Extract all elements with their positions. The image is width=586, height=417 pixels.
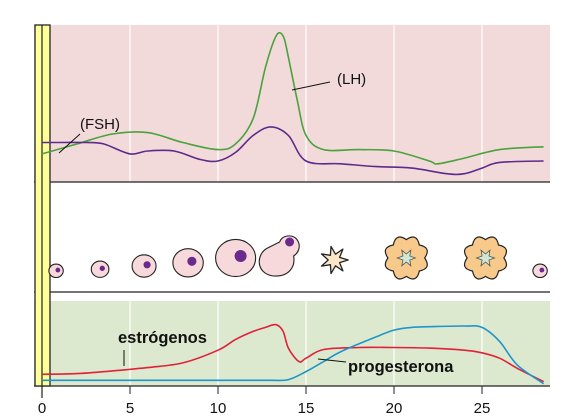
follicle-follicle [48, 263, 64, 279]
follicle-corpus-luteum [384, 236, 428, 280]
estrogen-label: estrógenos [118, 329, 207, 347]
x-tick-label: 0 [38, 400, 46, 417]
follicle-follicle [172, 248, 204, 278]
fsh-curve [42, 126, 544, 176]
follicle-ovulating [258, 235, 300, 277]
follicle-follicle [90, 260, 110, 278]
follicle-follicle [532, 263, 548, 279]
x-tick-label: 25 [474, 400, 491, 417]
ovarian-hormones-panel [34, 301, 550, 386]
follicle-corpus-luteum [463, 236, 508, 280]
x-tick-label: 20 [386, 400, 403, 417]
bottom-panel-grid [129, 301, 483, 386]
progesterone-leader-line [317, 358, 347, 363]
lh-curve [41, 31, 544, 165]
follicle-follicle [215, 238, 257, 278]
progesterone-label: progesterona [348, 358, 454, 376]
x-axis-ticks: 0 5 10 15 20 25 [38, 386, 491, 417]
estrogen-curve [41, 323, 544, 383]
follicle-follicle [131, 254, 157, 278]
top-panel-grid [129, 25, 483, 182]
follicle-ruptured [320, 245, 349, 275]
ovarian-follicles [48, 235, 548, 280]
pituitary-hormones-panel [34, 25, 550, 182]
x-tick-label: 10 [210, 400, 227, 417]
x-tick-label: 15 [298, 400, 315, 417]
x-tick-label: 5 [126, 400, 134, 417]
lh-label: (LH) [337, 71, 366, 88]
progesterone-curve [42, 325, 545, 385]
lh-leader-line [291, 81, 331, 91]
fsh-leader-line [58, 133, 81, 154]
fsh-label: (FSH) [80, 116, 120, 133]
